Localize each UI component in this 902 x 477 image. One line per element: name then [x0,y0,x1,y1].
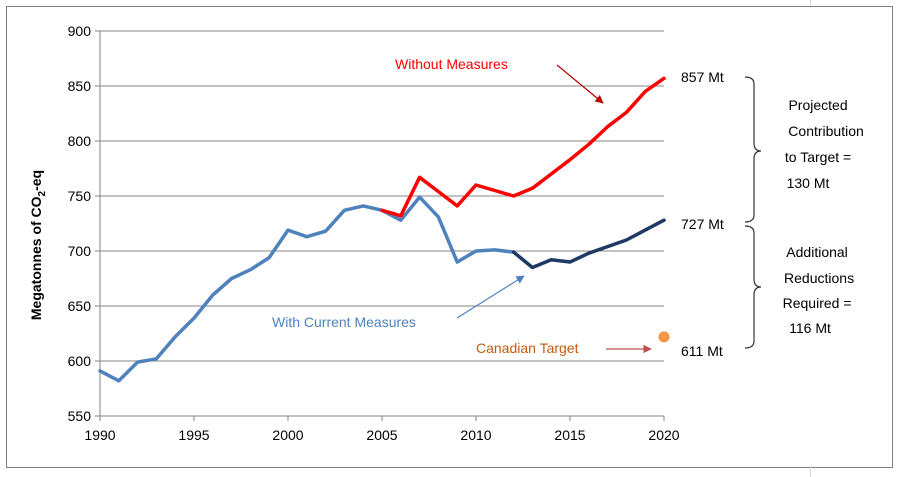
y-axis-label: Megatonnes of CO2-eq [28,170,48,320]
y-tick-label: 900 [68,23,92,39]
x-tick-label: 1995 [178,427,209,443]
value-857-label: 857 Mt [681,69,724,85]
x-tick-label: 2000 [272,427,303,443]
page-edge-line [810,0,811,6]
value-611-label: 611 Mt [681,343,723,359]
with-current-measures-arrow [456,275,525,319]
y-tick-labels: 550 600 650 700 750 800 850 900 [68,23,92,424]
without-measures-label: Without Measures [395,56,508,72]
y-tick-label: 800 [68,133,92,149]
additional-reductions-text: Additional Reductions Required = 116 Mt [783,244,858,336]
canadian-target-label: Canadian Target [476,340,579,356]
x-tick-labels: 1990 1995 2000 2005 2010 2015 2020 [84,427,679,443]
projected-contribution-text: Projected Contribution to Target = 130 M… [785,97,868,191]
series-line-2 [511,218,666,270]
series-lines [98,76,666,383]
x-tick-label: 2020 [648,427,679,443]
with-current-measures-label: With Current Measures [272,314,416,330]
y-tick-label: 650 [68,298,92,314]
projected-brace [744,76,762,223]
y-tick-label: 550 [68,408,92,424]
y-tick-label: 750 [68,188,92,204]
x-tick-label: 2015 [554,427,585,443]
canadian-target-marker [658,331,670,343]
y-tick-label: 600 [68,353,92,369]
y-tick-label: 850 [68,78,92,94]
series-line-1 [98,195,516,383]
x-tick-label: 2005 [366,427,397,443]
chart-frame [6,6,893,468]
value-727-label: 727 Mt [681,216,724,232]
series-line-0 [380,76,666,218]
grid-lines [95,30,664,417]
page-edge-line [810,467,811,477]
y-tick-label: 700 [68,243,92,259]
x-tick-label: 1990 [84,427,115,443]
additional-brace [744,225,762,349]
x-tick-label: 2010 [460,427,491,443]
without-measures-arrow [556,64,604,104]
axes [99,31,665,421]
